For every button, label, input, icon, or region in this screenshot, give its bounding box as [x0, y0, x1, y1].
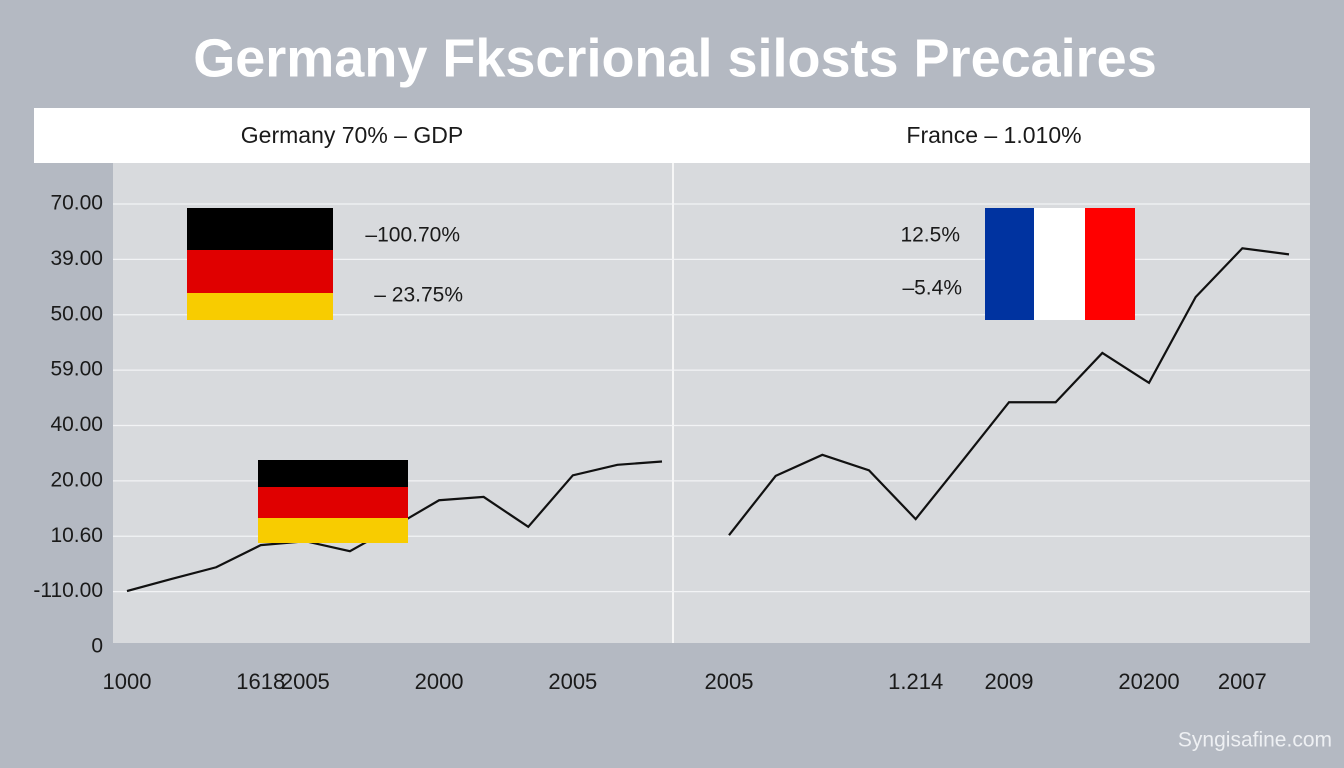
annotation: – 23.75%	[374, 284, 463, 307]
header-band	[34, 108, 1310, 163]
data-line	[728, 247, 1290, 536]
y-tick-label: 10.60	[50, 524, 103, 547]
x-tick-label: 2007	[1218, 669, 1267, 694]
x-tick-label: 1.214	[888, 669, 943, 694]
x-tick-label: 1000	[103, 669, 152, 694]
y-tick-label: 39.00	[50, 247, 103, 270]
x-tick-label: 2005	[281, 669, 330, 694]
panel-subtitle: France – 1.010%	[906, 122, 1081, 148]
watermark: Syngisafine.com	[1178, 729, 1332, 752]
x-tick-label: 1618	[236, 669, 285, 694]
x-tick-label: 2005	[548, 669, 597, 694]
annotation: –5.4%	[902, 277, 962, 300]
x-tick-label: 2005	[705, 669, 754, 694]
annotation: –100.70%	[365, 224, 460, 247]
y-tick-label: 70.00	[50, 192, 103, 215]
x-tick-label: 20200	[1118, 669, 1179, 694]
germany-flag	[187, 208, 333, 320]
germany-flag-small	[258, 460, 408, 543]
panel-subtitle: Germany 70% – GDP	[241, 122, 463, 148]
y-tick-label: 0	[91, 635, 103, 658]
y-tick-label: 40.00	[50, 413, 103, 436]
y-tick-label: 20.00	[50, 468, 103, 491]
y-tick-label: -110.00	[33, 579, 103, 602]
x-tick-label: 2000	[415, 669, 464, 694]
france-flag	[985, 208, 1135, 320]
y-tick-label: 59.00	[50, 358, 103, 381]
y-tick-label: 50.00	[50, 302, 103, 325]
annotation: 12.5%	[900, 224, 960, 247]
x-tick-label: 2009	[985, 669, 1034, 694]
page-title: Germany Fkscrional silosts Precaires	[193, 28, 1157, 88]
